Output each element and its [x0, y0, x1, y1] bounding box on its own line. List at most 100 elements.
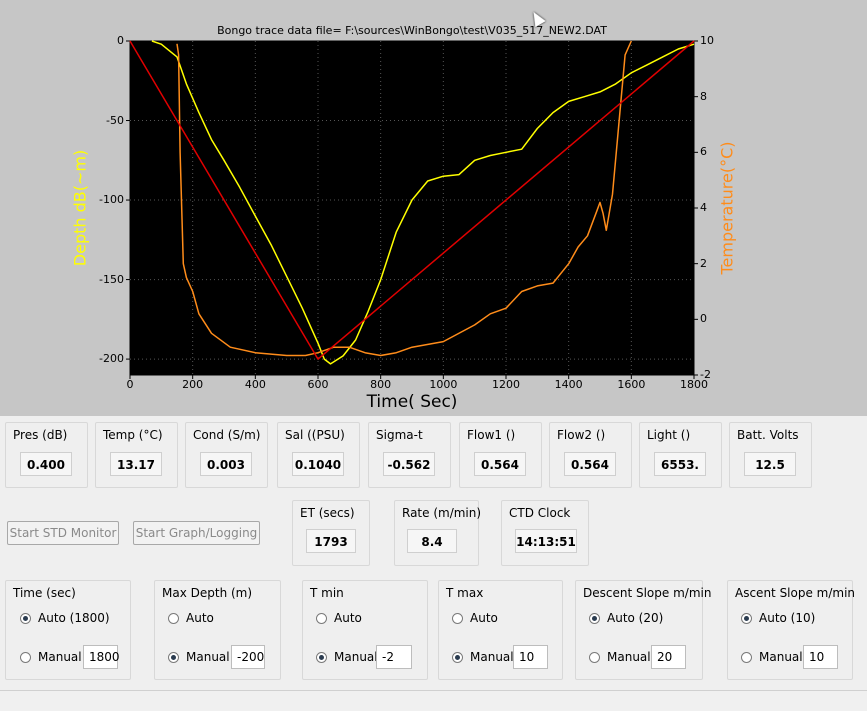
- radio-checked-icon[interactable]: [452, 651, 463, 663]
- radio-checked-icon[interactable]: [316, 651, 327, 663]
- y2-tick-label: 4: [700, 201, 707, 214]
- x-axis-label: Time( Sec): [366, 392, 458, 412]
- y2-tick-label: 10: [700, 34, 714, 47]
- readout-elapsed-time: ET (secs) 1793: [292, 500, 370, 566]
- manual-option-label: Manual: [607, 650, 651, 664]
- manual-option[interactable]: Manual: [741, 647, 803, 667]
- auto-option[interactable]: Auto: [168, 608, 214, 628]
- plot-title: Bongo trace data file= F:\sources\WinBon…: [217, 24, 607, 37]
- readout-label: Light (): [647, 428, 691, 442]
- y-axis-label-depth: Depth dB(~m): [70, 149, 90, 267]
- settings-title: Max Depth (m): [162, 586, 253, 600]
- settings-title: Descent Slope m/min: [583, 586, 712, 600]
- readout-label: Batt. Volts: [737, 428, 799, 442]
- readout-conductivity: Cond (S/m) 0.003: [185, 422, 268, 488]
- settings-time: Time (sec) Auto (1800) Manual 1800: [5, 580, 131, 680]
- auto-option-label: Auto: [470, 611, 498, 625]
- readout-battery-volts: Batt. Volts 12.5: [729, 422, 812, 488]
- radio-unchecked-icon[interactable]: [452, 612, 463, 624]
- x-tick-label: 0: [126, 378, 134, 391]
- settings-max-depth: Max Depth (m) Auto Manual -200: [154, 580, 281, 680]
- manual-option[interactable]: Manual: [20, 647, 82, 667]
- readout-value: 0.003: [200, 452, 252, 476]
- x-tick-label: 800: [370, 378, 392, 391]
- x-tick-label: 200: [182, 378, 204, 391]
- readout-value: 6553.: [654, 452, 706, 476]
- settings-title: T max: [446, 586, 484, 600]
- manual-option-label: Manual: [38, 650, 82, 664]
- settings-t-max: T max Auto Manual 10: [438, 580, 563, 680]
- settings-descent-slope: Descent Slope m/min Auto (20) Manual 20: [575, 580, 711, 680]
- start-graph-logging-button[interactable]: Start Graph/Logging: [133, 521, 260, 545]
- t-min-manual-input[interactable]: -2: [376, 645, 412, 669]
- ascent-slope-manual-input[interactable]: 10: [803, 645, 838, 669]
- readout-value: 8.4: [407, 529, 457, 553]
- readout-label: Sigma-t: [376, 428, 423, 442]
- auto-option[interactable]: Auto (1800): [20, 608, 110, 628]
- manual-option[interactable]: Manual: [452, 647, 514, 667]
- manual-option[interactable]: Manual: [316, 647, 378, 667]
- y2-tick-label: -2: [700, 368, 711, 381]
- readout-value: 1793: [306, 529, 356, 553]
- readout-salinity: Sal ((PSU) 0.1040: [277, 422, 360, 488]
- y2-tick-label: 6: [700, 145, 707, 159]
- y-tick-label: -200: [99, 352, 124, 366]
- time-manual-input[interactable]: 1800: [83, 645, 120, 669]
- auto-option[interactable]: Auto (20): [589, 608, 663, 628]
- x-tick-label: 400: [244, 378, 266, 391]
- plot-background: [129, 40, 695, 376]
- readout-flow2: Flow2 () 0.564: [549, 422, 632, 488]
- status-bar: [0, 690, 867, 711]
- auto-option-label: Auto (1800): [38, 611, 110, 625]
- radio-unchecked-icon[interactable]: [741, 651, 752, 663]
- plot-area: Bongo trace data file= F:\sources\WinBon…: [0, 0, 867, 416]
- auto-option[interactable]: Auto: [452, 608, 498, 628]
- radio-unchecked-icon[interactable]: [589, 651, 600, 663]
- max-depth-manual-input[interactable]: -200: [231, 645, 265, 669]
- start-std-monitor-button[interactable]: Start STD Monitor: [7, 521, 119, 545]
- temperature-trace-line: [176, 40, 632, 357]
- x-tick-label: 1800: [680, 378, 708, 391]
- radio-unchecked-icon[interactable]: [168, 612, 179, 624]
- readout-label: CTD Clock: [509, 506, 571, 520]
- y2-tick-label: 2: [700, 256, 707, 270]
- readout-ctd-clock: CTD Clock 14:13:51: [501, 500, 589, 566]
- x-tick-label: 1600: [617, 378, 646, 391]
- auto-option-label: Auto (20): [607, 611, 664, 625]
- manual-option[interactable]: Manual: [589, 647, 651, 667]
- t-max-manual-input[interactable]: 10: [513, 645, 548, 669]
- radio-checked-icon[interactable]: [168, 651, 179, 663]
- depth-trace-line: [151, 40, 695, 365]
- x-tick-label: 1400: [554, 378, 583, 391]
- radio-checked-icon[interactable]: [589, 612, 600, 624]
- radio-checked-icon[interactable]: [741, 612, 752, 624]
- x-tick-label: 600: [307, 378, 329, 391]
- readout-value: 0.1040: [292, 452, 344, 476]
- auto-option-label: Auto: [334, 611, 362, 625]
- descent-slope-manual-input[interactable]: 20: [651, 645, 686, 669]
- radio-checked-icon[interactable]: [20, 612, 31, 624]
- manual-option-label: Manual: [470, 650, 514, 664]
- slope-line: [129, 40, 695, 360]
- y-tick-label: 0: [117, 34, 124, 47]
- readout-value: 13.17: [110, 452, 162, 476]
- readout-label: Temp (°C): [103, 428, 163, 442]
- radio-unchecked-icon[interactable]: [316, 612, 327, 624]
- readout-value: -0.562: [383, 452, 435, 476]
- y-tick-label: -150: [99, 272, 124, 286]
- manual-option[interactable]: Manual: [168, 647, 230, 667]
- readout-label: Flow1 (): [467, 428, 516, 442]
- manual-option-label: Manual: [334, 650, 378, 664]
- auto-option[interactable]: Auto (10): [741, 608, 815, 628]
- readout-value: 0.400: [20, 452, 72, 476]
- readout-sigma-t: Sigma-t -0.562: [368, 422, 451, 488]
- readout-value: 0.564: [474, 452, 526, 476]
- readout-value: 0.564: [564, 452, 616, 476]
- readout-value: 14:13:51: [515, 529, 577, 553]
- auto-option[interactable]: Auto: [316, 608, 362, 628]
- readout-label: Rate (m/min): [402, 506, 482, 520]
- readout-value: 12.5: [744, 452, 796, 476]
- x-tick-label: 1000: [429, 378, 458, 391]
- y2-tick-label: 0: [700, 312, 707, 326]
- radio-unchecked-icon[interactable]: [20, 651, 31, 663]
